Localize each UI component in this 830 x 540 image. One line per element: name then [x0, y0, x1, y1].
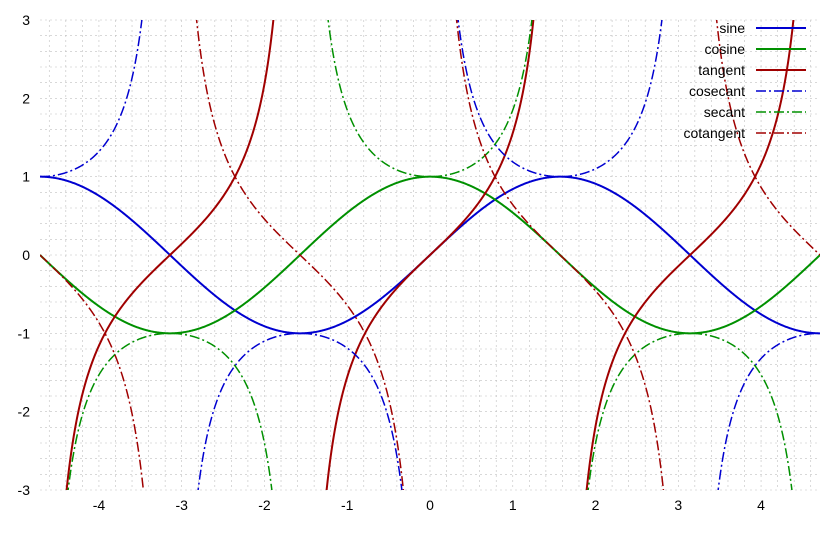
legend-label-tangent: tangent: [698, 62, 745, 78]
ytick-label: -3: [18, 482, 31, 498]
xtick-label: -4: [93, 497, 106, 513]
xtick-label: 2: [592, 497, 600, 513]
xtick-label: -2: [258, 497, 271, 513]
xtick-label: 1: [509, 497, 517, 513]
ytick-label: -2: [18, 404, 31, 420]
legend-label-cosine: cosine: [705, 41, 746, 57]
axis-ticks: -3 -2 -1 0 1 2 3 -4 -3 -2 -1 0 1 2 3 4: [18, 12, 766, 513]
legend-label-sine: sine: [719, 20, 745, 36]
chart-svg: -3 -2 -1 0 1 2 3 -4 -3 -2 -1 0 1 2 3 4 sine cosine tangent…: [0, 0, 830, 540]
ytick-label: -1: [18, 325, 31, 341]
xtick-label: 4: [757, 497, 765, 513]
xtick-label: -1: [341, 497, 354, 513]
ytick-label: 2: [22, 90, 30, 106]
ytick-label: 0: [22, 247, 30, 263]
ytick-label: 3: [22, 12, 30, 28]
ytick-label: 1: [22, 169, 30, 185]
xtick-label: -3: [175, 497, 188, 513]
trig-chart: -3 -2 -1 0 1 2 3 -4 -3 -2 -1 0 1 2 3 4 sine cosine tangent…: [0, 0, 830, 540]
xtick-label: 0: [426, 497, 434, 513]
xtick-label: 3: [674, 497, 682, 513]
legend-label-secant: secant: [704, 104, 745, 120]
legend-label-cotangent: cotangent: [684, 125, 746, 141]
legend-label-cosecant: cosecant: [689, 83, 745, 99]
